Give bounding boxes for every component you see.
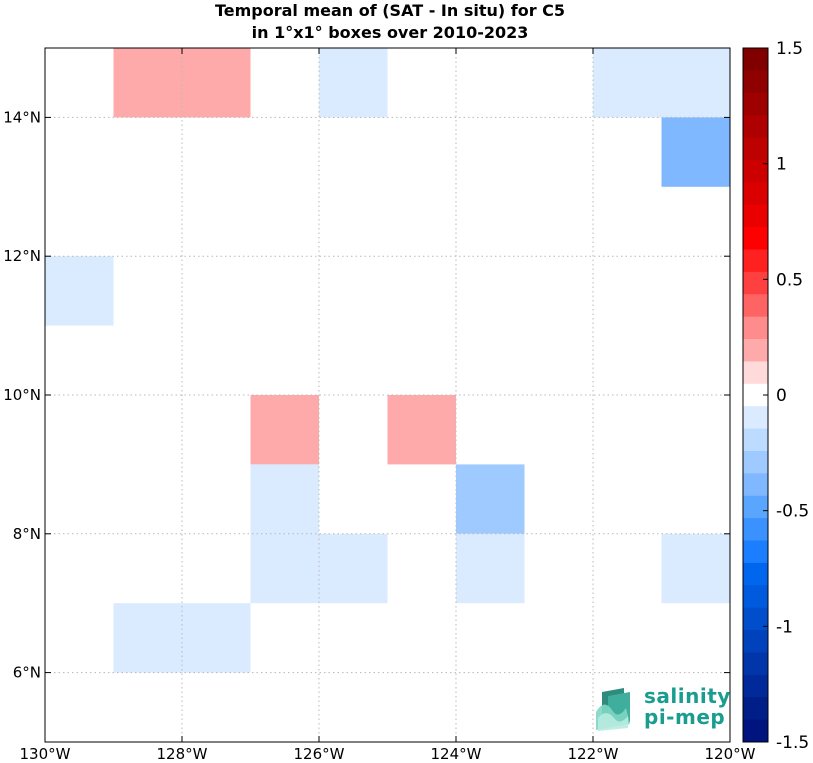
x-tick-label: 124°W bbox=[431, 745, 482, 763]
y-tick-label: 12°N bbox=[3, 247, 41, 265]
heatmap-cell bbox=[250, 395, 319, 465]
colorbar-segment bbox=[743, 383, 768, 407]
heatmap-cell bbox=[182, 603, 251, 673]
grid-layer bbox=[45, 48, 730, 742]
logo-text-line-2: pi-mep bbox=[644, 705, 726, 729]
colorbar-tick-label: 1.5 bbox=[776, 39, 803, 59]
colorbar-segment bbox=[743, 518, 768, 542]
colorbar-segment bbox=[743, 204, 768, 228]
colorbar-segment bbox=[743, 159, 768, 183]
colorbar-tick-label: 0 bbox=[776, 386, 787, 406]
chart-title: Temporal mean of (SAT - In situ) for C5 … bbox=[0, 0, 780, 44]
y-tick-label: 8°N bbox=[13, 525, 41, 543]
heatmap-cell bbox=[661, 48, 730, 118]
colorbar-segment bbox=[743, 70, 768, 94]
colorbar-segment bbox=[743, 540, 768, 564]
colorbar-segment bbox=[743, 249, 768, 273]
y-tick-label: 10°N bbox=[3, 386, 41, 404]
colorbar-segment bbox=[743, 562, 768, 586]
colorbar-segment bbox=[743, 585, 768, 609]
colorbar-segment bbox=[743, 294, 768, 318]
heatmap-cell bbox=[250, 464, 319, 534]
colorbar-tick-label: -1.5 bbox=[776, 733, 809, 753]
logo-waves-icon bbox=[596, 688, 630, 731]
cells-layer bbox=[45, 48, 730, 673]
heatmap-cell bbox=[113, 603, 182, 673]
colorbar-segment bbox=[743, 361, 768, 385]
colorbar-segment bbox=[743, 406, 768, 430]
colorbar-segment bbox=[743, 115, 768, 139]
colorbar-segment bbox=[743, 652, 768, 676]
title-line-1: Temporal mean of (SAT - In situ) for C5 bbox=[214, 1, 566, 20]
colorbar-tick-label: 1 bbox=[776, 155, 787, 175]
colorbar-segment bbox=[743, 473, 768, 497]
colorbar-tick-label: -1 bbox=[776, 617, 793, 637]
ticks-layer: 130°W 128°W 126°W 124°W 122°W 120°W 6°N 8°N 10°N… bbox=[3, 48, 756, 763]
heatmap-cell bbox=[113, 48, 182, 118]
x-tick-label: 130°W bbox=[20, 745, 71, 763]
colorbar-segment bbox=[743, 607, 768, 631]
x-tick-label: 128°W bbox=[157, 745, 208, 763]
colorbar-segment bbox=[743, 450, 768, 474]
colorbar-segment bbox=[743, 316, 768, 340]
x-tick-label: 126°W bbox=[294, 745, 345, 763]
colorbar-segment bbox=[743, 697, 768, 721]
heatmap-cell bbox=[319, 48, 388, 118]
title-line-2: in 1°x1° boxes over 2010-2023 bbox=[251, 23, 529, 42]
colorbar-tick-label: 0.5 bbox=[776, 270, 803, 290]
logo-text-line-1: salinity bbox=[644, 684, 731, 708]
heatmap-cell bbox=[45, 256, 114, 326]
colorbar-segment bbox=[743, 674, 768, 698]
colorbar-segment bbox=[743, 271, 768, 295]
x-tick-label: 122°W bbox=[568, 745, 619, 763]
heatmap-cell bbox=[593, 48, 662, 118]
colorbar-segment bbox=[743, 92, 768, 116]
salinity-pimep-logo: salinity pi-mep bbox=[594, 684, 730, 732]
colorbar-segment bbox=[743, 227, 768, 250]
colorbar-segment bbox=[743, 719, 768, 743]
y-tick-label: 14°N bbox=[3, 108, 41, 126]
colorbar-tick-label: -0.5 bbox=[776, 502, 809, 522]
heatmap-cell bbox=[387, 395, 456, 465]
colorbar-segment bbox=[743, 339, 768, 362]
colorbar-segment bbox=[743, 428, 768, 452]
heatmap-cell bbox=[456, 533, 525, 604]
colorbar-segment bbox=[743, 48, 768, 71]
colorbar-layer: 1.5 1 0.5 0 -0.5 -1 -1.5 bbox=[742, 39, 809, 753]
y-tick-label: 6°N bbox=[13, 664, 41, 682]
colorbar-segment bbox=[743, 182, 768, 206]
heatmap-cell bbox=[456, 464, 525, 534]
heatmap-cell bbox=[319, 533, 388, 604]
x-tick-label: 120°W bbox=[705, 745, 756, 763]
heatmap-cell bbox=[661, 117, 730, 187]
colorbar-segment bbox=[743, 137, 768, 161]
colorbar-segment bbox=[743, 495, 768, 519]
colorbar-segment bbox=[743, 630, 768, 653]
heatmap-cell bbox=[250, 533, 319, 604]
heatmap-cell bbox=[182, 48, 251, 118]
heatmap-cell bbox=[661, 533, 730, 604]
